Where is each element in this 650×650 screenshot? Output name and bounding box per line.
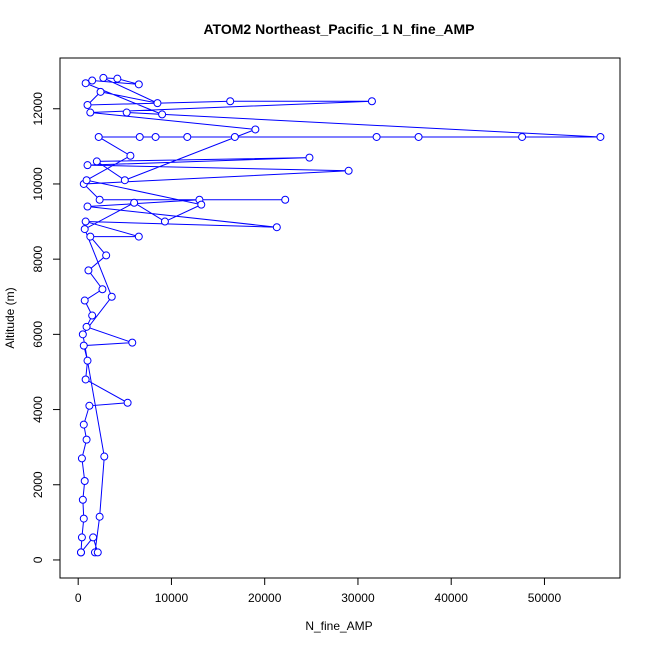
data-point xyxy=(82,322,91,331)
data-point xyxy=(135,132,144,141)
data-point xyxy=(100,452,109,461)
data-point xyxy=(372,132,381,141)
x-axis-label: N_fine_AMP xyxy=(305,619,372,633)
data-point xyxy=(94,132,103,141)
data-point xyxy=(81,79,90,88)
y-tick-label: 12000 xyxy=(31,92,45,126)
data-point xyxy=(134,232,143,241)
data-point xyxy=(151,132,160,141)
data-point xyxy=(86,232,95,241)
data-point xyxy=(95,512,104,521)
data-point xyxy=(102,251,111,260)
data-point xyxy=(92,157,101,166)
x-tick-label: 30000 xyxy=(341,591,375,605)
data-point xyxy=(77,533,86,542)
data-point xyxy=(126,151,135,160)
y-tick-label: 6000 xyxy=(31,321,45,348)
data-point xyxy=(83,161,92,170)
y-axis-label: Altitude (m) xyxy=(3,287,17,348)
data-point xyxy=(158,110,167,119)
data-point xyxy=(251,125,260,134)
data-point xyxy=(197,200,206,209)
y-tick-label: 10000 xyxy=(31,167,45,201)
y-tick-label: 2000 xyxy=(31,471,45,498)
data-point xyxy=(122,108,131,117)
data-point xyxy=(128,338,137,347)
data-point xyxy=(93,548,102,557)
data-point xyxy=(80,476,89,485)
data-point xyxy=(83,356,92,365)
data-point xyxy=(86,108,95,117)
x-tick-label: 20000 xyxy=(248,591,282,605)
data-point xyxy=(84,266,93,275)
data-point xyxy=(344,166,353,175)
data-point xyxy=(98,285,107,294)
data-point xyxy=(80,225,89,234)
y-tick-label: 8000 xyxy=(31,245,45,272)
data-point xyxy=(95,195,104,204)
data-point xyxy=(160,217,169,226)
x-tick-label: 0 xyxy=(75,591,82,605)
data-point xyxy=(414,132,423,141)
data-point xyxy=(89,533,98,542)
data-point xyxy=(79,514,88,523)
data-point xyxy=(88,76,97,85)
x-tick-label: 10000 xyxy=(155,591,189,605)
data-point xyxy=(305,153,314,162)
data-point xyxy=(85,401,94,410)
data-point xyxy=(77,454,86,463)
x-tick-label: 40000 xyxy=(435,591,469,605)
data-point xyxy=(596,132,605,141)
data-point xyxy=(80,296,89,305)
data-point xyxy=(83,100,92,109)
data-point xyxy=(82,435,91,444)
data-point xyxy=(99,73,108,82)
data-point xyxy=(134,80,143,89)
data-point xyxy=(367,97,376,106)
data-point xyxy=(183,132,192,141)
data-point xyxy=(78,495,87,504)
y-tick-label: 0 xyxy=(31,556,45,563)
data-point xyxy=(113,74,122,83)
data-point xyxy=(123,398,132,407)
data-point xyxy=(130,198,139,207)
data-point xyxy=(281,195,290,204)
data-point xyxy=(230,132,239,141)
data-point xyxy=(107,292,116,301)
data-point xyxy=(78,330,87,339)
data-point xyxy=(81,375,90,384)
data-point xyxy=(120,176,129,185)
plot-box xyxy=(59,57,621,579)
data-point xyxy=(83,202,92,211)
data-point xyxy=(82,176,91,185)
data-point xyxy=(76,548,85,557)
data-point xyxy=(272,223,281,232)
chart-title: ATOM2 Northeast_Pacific_1 N_fine_AMP xyxy=(203,21,474,37)
data-point xyxy=(96,87,105,96)
data-point xyxy=(79,341,88,350)
data-point xyxy=(81,217,90,226)
data-point xyxy=(153,99,162,108)
x-tick-label: 50000 xyxy=(528,591,562,605)
data-point xyxy=(226,97,235,106)
data-point xyxy=(79,420,88,429)
y-tick-label: 4000 xyxy=(31,396,45,423)
data-point xyxy=(88,311,97,320)
data-point xyxy=(518,132,527,141)
